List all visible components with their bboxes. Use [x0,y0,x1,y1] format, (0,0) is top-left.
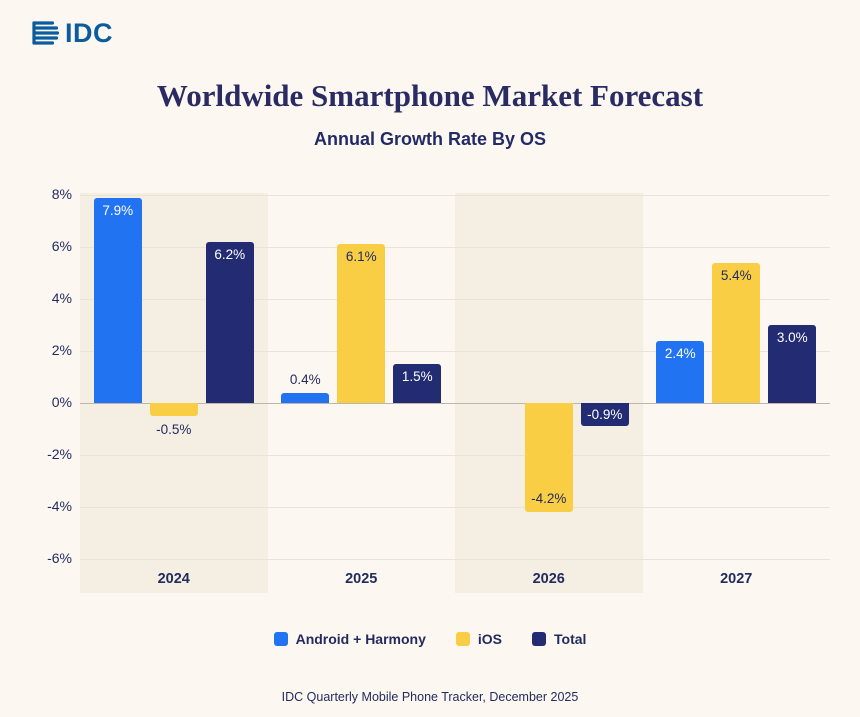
y-axis-tick-label: 6% [51,238,72,254]
x-axis-category-label: 2025 [345,571,378,587]
legend-swatch [273,632,288,646]
bar-value-label: 2.4% [664,345,696,361]
idc-logo: IDC [30,18,113,48]
gridline [80,195,830,196]
gridline [80,299,830,300]
y-axis-tick-label: 2% [51,342,72,358]
x-axis-category-label: 2026 [532,571,565,587]
bar-value-label: -0.5% [156,422,192,437]
bar-total-2025 [393,364,442,403]
gridline [80,247,830,248]
legend-item: Total [532,631,586,647]
bar-value-label: -0.9% [587,406,623,422]
page-title: Worldwide Smartphone Market Forecast [156,78,704,113]
gridline [80,507,830,508]
gridline [80,559,830,560]
bar-android-harmony-2025 [281,392,330,403]
bar-value-label: 1.5% [401,369,433,384]
bar-android-harmony-2024 [93,197,142,403]
gridline [80,351,830,352]
bar-value-label: 5.4% [720,267,752,283]
legend-swatch [532,632,546,646]
zero-axis-line [80,403,830,404]
bar-total-2026 [580,403,629,427]
bar-android-harmony-2027 [656,340,705,403]
y-axis-tick-label: 4% [51,290,72,306]
y-axis-tick-label: -4% [47,498,72,514]
legend-item: iOS [455,631,502,647]
y-axis-tick-label: -6% [47,550,72,566]
x-axis-category-label: 2024 [157,571,190,587]
legend-swatch [455,632,470,646]
y-axis-tick-label: 0% [51,394,72,410]
bar-ios-2025 [337,244,386,403]
x-axis-category-label: 2027 [720,571,753,587]
bar-value-label: 6.2% [214,246,246,262]
bar-value-label: 7.9% [102,202,134,218]
legend: Android + Harmony iOS Total [0,631,860,647]
bar-ios-2024 [149,403,198,416]
bar-value-label: -4.2% [531,491,567,507]
gridline [80,455,830,456]
idc-globe-icon [32,21,60,45]
bar-value-label: 0.4% [289,371,321,387]
page-subtitle: Annual Growth Rate By OS [313,129,547,149]
bar-ios-2026 [524,403,573,513]
legend-label: Android + Harmony [295,631,426,647]
y-axis-tick-label: 8% [51,186,72,202]
source-note: IDC Quarterly Mobile Phone Tracker, Dece… [281,690,579,704]
y-axis-tick-label: -2% [47,446,72,462]
bar-ios-2027 [712,262,761,403]
column-band [455,193,643,593]
legend-label: Total [554,631,587,647]
logo-text: IDC [65,18,113,48]
legend-item: Android + Harmony [273,631,426,647]
bar-value-label: 3.0% [776,330,808,345]
plot-area: 8% 6% 4% 2% 0% -2% -4% -6% 7.9% 0.4% 2.4% -0.5% 6.1%… [47,186,830,593]
bar-total-2024 [205,241,254,403]
bar-value-label: 6.1% [345,249,377,265]
legend-label: iOS [477,631,502,647]
bar-total-2027 [768,325,817,403]
